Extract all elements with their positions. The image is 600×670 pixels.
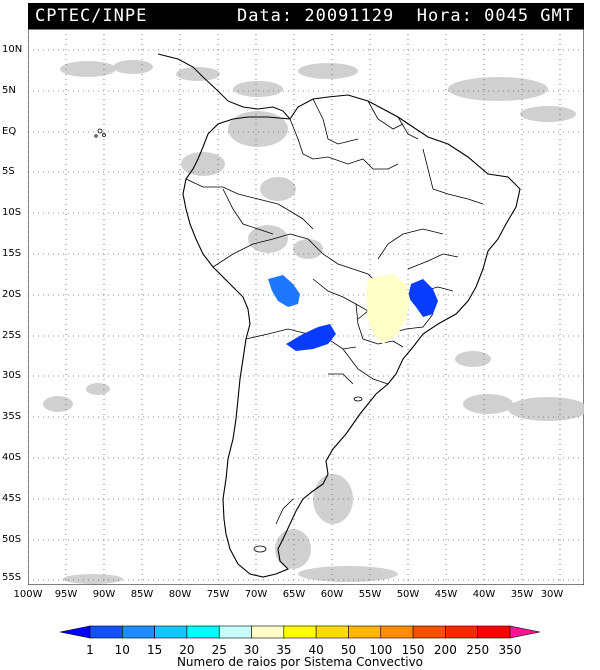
colorbar-tick-label: 25 xyxy=(211,643,227,657)
minas-cell xyxy=(408,279,438,317)
lon-label: 75W xyxy=(206,589,230,600)
colorbar-tick-label: 100 xyxy=(369,643,393,657)
colorbar-tick-label: 150 xyxy=(401,643,425,657)
lon-label: 45W xyxy=(434,589,458,600)
lon-label: 60W xyxy=(320,589,344,600)
lat-label: 45S xyxy=(2,493,22,504)
colorbar-cell xyxy=(315,625,349,639)
colorbar-title: Numero de raios por Sistema Convectivo xyxy=(176,655,424,669)
lat-label: 30S xyxy=(2,370,22,381)
cloud-cover xyxy=(43,60,584,584)
colorbar-cell xyxy=(218,625,252,639)
colorbar-tick-label: 40 xyxy=(308,643,324,657)
lat-label: EQ xyxy=(2,126,17,137)
lon-label: 85W xyxy=(130,589,154,600)
datetime-label: Data: 20091129 Hora: 0045 GMT xyxy=(236,6,574,26)
organization-label: CPTEC/INPE xyxy=(35,6,148,26)
colorbar-tick-label: 250 xyxy=(466,643,490,657)
colorbar-tick-label: 200 xyxy=(433,643,457,657)
lat-label: 50S xyxy=(2,534,22,545)
lat-label: 40S xyxy=(2,452,22,463)
lon-label: 30W xyxy=(540,589,564,600)
colorbar-cell xyxy=(283,625,317,639)
header-bar: CPTEC/INPE Data: 20091129 Hora: 0045 GMT xyxy=(28,3,584,29)
lon-label: 65W xyxy=(282,589,306,600)
convective-systems xyxy=(268,274,438,351)
lon-label: 80W xyxy=(168,589,192,600)
colorbar-tick-label: 30 xyxy=(243,643,260,657)
colorbar xyxy=(59,625,541,639)
colorbar-tick-label: 50 xyxy=(340,643,357,657)
colorbar-tick-label: 10 xyxy=(114,643,130,657)
colorbar-tick-label: 1 xyxy=(86,643,94,657)
lat-label: 15S xyxy=(2,248,22,259)
colorbar-cell xyxy=(477,625,511,639)
islands xyxy=(94,128,363,553)
lat-label: 10S xyxy=(2,207,22,218)
colorbar-cell xyxy=(348,625,382,639)
lon-label: 40W xyxy=(472,589,496,600)
colorbar-cell xyxy=(445,625,478,639)
paraguay-cell xyxy=(286,324,336,351)
colorbar-tick-label: 15 xyxy=(146,643,163,657)
lon-label: 90W xyxy=(92,589,116,600)
colorbar-cell xyxy=(89,625,123,639)
lat-label: 55S xyxy=(2,572,22,583)
lat-label: 10N xyxy=(2,44,23,55)
south-america-outline xyxy=(182,94,521,578)
lon-label: 50W xyxy=(396,589,420,600)
colorbar-cell xyxy=(154,625,188,639)
lon-label: 100W xyxy=(13,589,43,600)
lon-label: 70W xyxy=(244,589,268,600)
lat-label: 5S xyxy=(2,166,15,177)
map-frame xyxy=(28,29,584,585)
colorbar-arrow-left xyxy=(59,625,91,639)
lat-label: 35S xyxy=(2,411,22,422)
lon-label: 55W xyxy=(358,589,382,600)
colorbar-arrow-right xyxy=(509,625,541,639)
colorbar-cell xyxy=(122,625,155,639)
colorbar-cell xyxy=(186,625,220,639)
central-brazil-cell xyxy=(366,274,410,344)
colorbar-cell xyxy=(380,625,414,639)
lat-label: 20S xyxy=(2,289,22,300)
colorbar-cell xyxy=(412,625,446,639)
bolivia-cell xyxy=(268,275,300,307)
lon-label: 35W xyxy=(510,589,534,600)
colorbar-cell xyxy=(251,625,285,639)
central-america xyxy=(157,53,291,120)
map-canvas[interactable] xyxy=(28,29,584,585)
lon-label: 95W xyxy=(54,589,78,600)
colorbar-tick-label: 20 xyxy=(179,643,195,657)
lat-label: 5N xyxy=(2,85,16,96)
colorbar-tick-label: 350 xyxy=(498,643,522,657)
colorbar-tick-label: 35 xyxy=(276,643,292,657)
lat-label: 25S xyxy=(2,330,22,341)
